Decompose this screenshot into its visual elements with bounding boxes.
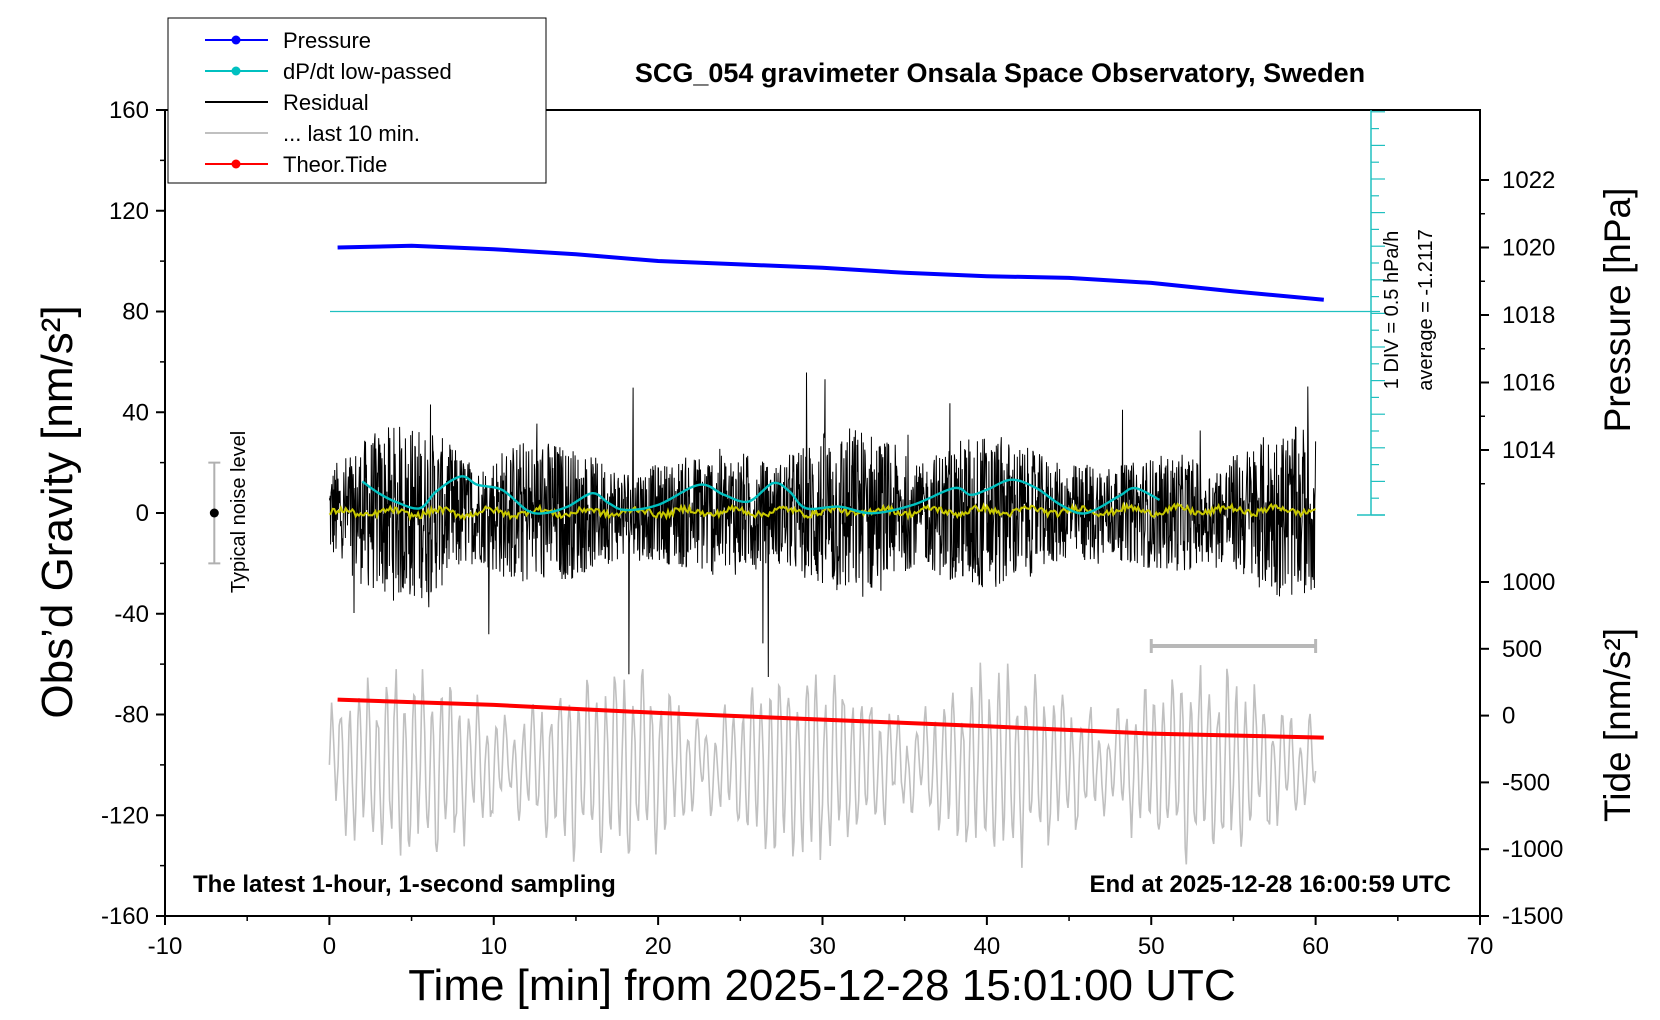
series-layer [328, 243, 1324, 868]
y-axis-label-left: Obs’d Gravity [nm/s²] [33, 305, 82, 718]
x-tick-label: 40 [974, 933, 1001, 960]
pressure-tick-label: 1020 [1502, 235, 1555, 262]
y-tick-label: -40 [114, 601, 149, 628]
dpdt-scale-axis [330, 110, 1385, 516]
legend-swatch-dot [231, 35, 241, 45]
annotation-left: The latest 1-hour, 1-second sampling [193, 871, 616, 898]
annotation-right: End at 2025-12-28 16:00:59 UTC [1090, 871, 1452, 898]
pressure-tick-label: 1018 [1502, 302, 1555, 329]
pressure-tick-label: 1014 [1502, 437, 1555, 464]
x-tick-label: 70 [1467, 933, 1494, 960]
tide-tick-label: -1500 [1502, 903, 1563, 930]
tide-tick-label: 1000 [1502, 569, 1555, 596]
y-axis-label-pressure: Pressure [hPa] [1597, 188, 1638, 433]
x-tick-label: -10 [148, 933, 183, 960]
tide-tick-label: 0 [1502, 703, 1515, 730]
chart-extras [208, 461, 1318, 653]
y-tick-label: -120 [101, 802, 149, 829]
dpdt-average-label: average = -1.2117 [1415, 229, 1437, 390]
y-tick-label: 160 [109, 97, 149, 124]
legend-label: dP/dt low-passed [283, 59, 452, 84]
y-tick-label: -80 [114, 702, 149, 729]
x-tick-label: 60 [1302, 933, 1329, 960]
legend-swatch-dot [231, 159, 241, 169]
x-tick-label: 30 [809, 933, 836, 960]
y-tick-label: 120 [109, 198, 149, 225]
noise-level-label: Typical noise level [228, 431, 250, 593]
residual-mean-line [328, 501, 1317, 522]
y-tick-label: 80 [122, 299, 149, 326]
pressure-series-line [337, 243, 1324, 302]
pressure-axis-ticks: 1022 1020 1018 1016 1014 [1479, 110, 1555, 485]
x-axis-ticks: -10 0 10 20 30 40 50 60 70 [148, 916, 1494, 960]
x-axis-label: Time [min] from 2025-12-28 15:01:00 UTC [408, 961, 1235, 1010]
x-tick-label: 20 [645, 933, 672, 960]
tide-series-line [337, 697, 1324, 740]
legend-box [167, 17, 547, 184]
pressure-tick-label: 1016 [1502, 370, 1555, 397]
y-tick-label: -160 [101, 903, 149, 930]
y-axis-ticks: 160 120 80 40 0 -40 -80 -120 -160 [101, 97, 165, 930]
residual-series-line [328, 372, 1317, 678]
y-axis-label-tide: Tide [nm/s²] [1597, 628, 1638, 822]
legend-label: Residual [283, 90, 369, 115]
legend-entries: Pressure dP/dt low-passed Residual ... last… [205, 28, 452, 177]
y-tick-label: 40 [122, 399, 149, 426]
last10-series-line [328, 662, 1317, 868]
tide-axis-ticks: 1000 500 0 -500 -1000 -1500 [1480, 569, 1563, 930]
dpdt-div-label: 1 DIV = 0.5 hPa/h [1381, 231, 1403, 389]
tide-tick-label: -500 [1502, 769, 1550, 796]
legend-label: Theor.Tide [283, 152, 387, 177]
tide-tick-label: -1000 [1502, 836, 1563, 863]
legend-swatch-dot [231, 66, 241, 76]
legend-label: ... last 10 min. [283, 121, 420, 146]
chart-title: SCG_054 gravimeter Onsala Space Observat… [635, 58, 1365, 88]
dpdt-series-line [361, 475, 1161, 515]
x-tick-label: 0 [323, 933, 336, 960]
pressure-tick-label: 1022 [1502, 167, 1555, 194]
legend-label: Pressure [283, 28, 371, 53]
legend: Pressure dP/dt low-passed Residual ... last… [167, 17, 547, 184]
y-tick-label: 0 [136, 500, 149, 527]
x-tick-label: 50 [1138, 933, 1165, 960]
tide-tick-label: 500 [1502, 636, 1542, 663]
x-tick-label: 10 [480, 933, 507, 960]
noise-bar-center-dot [209, 508, 219, 518]
